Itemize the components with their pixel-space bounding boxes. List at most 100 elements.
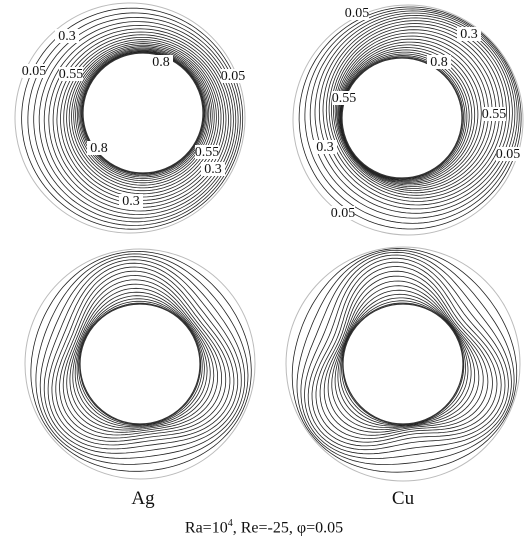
contour-value-label: 0.8 bbox=[90, 141, 108, 156]
contour-label-bg bbox=[482, 107, 506, 121]
isotherm-line bbox=[338, 41, 482, 186]
contour-value-label: 0.3 bbox=[58, 29, 76, 44]
streamline bbox=[51, 266, 235, 446]
isotherm-line bbox=[76, 48, 210, 181]
column-label-ag: Ag bbox=[131, 488, 155, 509]
contour-label-bg bbox=[331, 206, 355, 220]
isotherm-line bbox=[333, 29, 497, 194]
contour-label-bg bbox=[221, 69, 245, 83]
isotherm-line bbox=[81, 51, 205, 175]
isotherm-line bbox=[339, 44, 479, 184]
isotherm-line bbox=[68, 43, 217, 192]
streamline bbox=[291, 248, 518, 473]
isotherm-line bbox=[75, 47, 211, 184]
streamline bbox=[62, 279, 222, 436]
isotherm-line bbox=[21, 7, 244, 230]
contour-label-bg bbox=[55, 29, 79, 43]
streamline bbox=[319, 270, 493, 440]
streamline bbox=[304, 254, 509, 455]
isotherm-line bbox=[71, 44, 215, 189]
contour-label-bg bbox=[345, 6, 369, 20]
streamline bbox=[74, 295, 208, 428]
streamline bbox=[35, 253, 249, 465]
isotherm-line bbox=[60, 37, 224, 201]
inner-cylinder bbox=[82, 52, 204, 174]
isotherm-line bbox=[331, 26, 501, 196]
streamline bbox=[339, 297, 469, 426]
contour-value-label: 0.3 bbox=[204, 162, 222, 177]
streamline bbox=[43, 259, 242, 454]
inner-cylinder bbox=[341, 57, 463, 179]
column-label-cu: Cu bbox=[392, 488, 415, 509]
isotherm-line bbox=[78, 49, 208, 180]
isotherm-line bbox=[33, 16, 239, 223]
caption-ra: Ra=10 bbox=[184, 519, 228, 537]
streamline bbox=[307, 257, 506, 451]
streamline bbox=[59, 274, 227, 439]
outer-cylinder bbox=[285, 246, 521, 482]
contour-value-label: 0.3 bbox=[316, 140, 334, 155]
isotherm-line bbox=[328, 23, 504, 199]
contour-value-label: 0.8 bbox=[152, 55, 170, 70]
isotherm-line bbox=[325, 20, 507, 202]
streamline bbox=[300, 251, 512, 460]
streamline bbox=[66, 283, 219, 433]
contour-value-label: 0.3 bbox=[460, 27, 478, 42]
streamline bbox=[69, 287, 215, 431]
contour-value-label: 0.05 bbox=[345, 6, 370, 21]
contour-value-label: 0.55 bbox=[332, 91, 357, 106]
contour-label-bg bbox=[332, 91, 356, 105]
contour-label-bg bbox=[457, 27, 481, 41]
contour-value-label: 0.55 bbox=[195, 145, 220, 160]
outer-cylinder bbox=[292, 4, 524, 236]
inner-cylinder bbox=[342, 303, 464, 425]
streamline bbox=[72, 291, 211, 429]
isotherm-line bbox=[73, 46, 213, 186]
isotherm-line bbox=[318, 14, 513, 210]
isotherm-line bbox=[27, 12, 241, 226]
streamline bbox=[55, 270, 231, 442]
isotherm-line bbox=[56, 34, 227, 205]
contour-label-bg bbox=[149, 55, 173, 69]
figure-caption: Ra=104, Re=-25, φ=0.05 bbox=[0, 518, 528, 537]
isotherm-line bbox=[66, 41, 220, 195]
isotherm-line bbox=[38, 21, 237, 219]
isotherm-line bbox=[80, 51, 206, 176]
contour-label-bg bbox=[59, 67, 83, 81]
isotherm-line bbox=[304, 8, 520, 224]
streamline bbox=[30, 250, 252, 472]
contour-label-bg bbox=[427, 55, 451, 69]
streamline bbox=[78, 300, 203, 426]
contour-label-bg bbox=[119, 194, 143, 208]
contour-label-bg bbox=[496, 147, 520, 161]
isotherm-line bbox=[334, 32, 493, 191]
isotherm-line bbox=[337, 38, 486, 187]
streamline bbox=[47, 262, 239, 450]
streamline bbox=[327, 280, 484, 433]
isotherm-line bbox=[336, 35, 489, 189]
streamline bbox=[296, 249, 515, 465]
cu-isotherm-panel: 0.05 0.3 0.8 0.55 0.55 0.05 0.3 0.05 bbox=[292, 4, 524, 236]
contour-value-label: 0.05 bbox=[496, 147, 521, 162]
contour-value-label: 0.05 bbox=[331, 206, 356, 221]
streamline bbox=[76, 298, 205, 427]
caption-ra-exponent: 4 bbox=[227, 518, 233, 529]
streamline bbox=[311, 261, 502, 447]
contour-label-bg bbox=[195, 145, 219, 159]
contour-label-bg bbox=[313, 140, 337, 154]
contour-value-label: 0.3 bbox=[122, 194, 140, 209]
streamline bbox=[323, 275, 489, 436]
contour-label-bg bbox=[22, 64, 46, 78]
outer-cylinder bbox=[24, 248, 256, 480]
isotherm-line bbox=[52, 31, 229, 208]
streamline bbox=[331, 285, 480, 431]
contour-value-label: 0.55 bbox=[482, 107, 507, 122]
isotherm-line bbox=[79, 50, 207, 178]
isotherm-line bbox=[298, 6, 522, 230]
streamline bbox=[337, 293, 472, 427]
contour-value-label: 0.8 bbox=[430, 55, 448, 70]
contour-value-label: 0.55 bbox=[59, 67, 84, 82]
ag-isotherm-panel: 0.3 0.05 0.55 0.8 0.05 0.8 0.55 0.3 0.3 bbox=[14, 2, 246, 234]
isotherm-line bbox=[63, 39, 222, 198]
